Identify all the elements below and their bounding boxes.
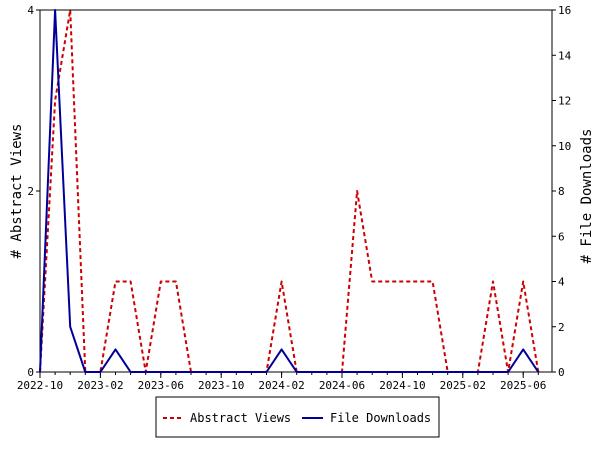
legend-box xyxy=(155,396,440,438)
right-y-axis-title: # File Downloads xyxy=(579,129,595,264)
x-tick-label: 2024-06 xyxy=(319,379,365,392)
series-layer xyxy=(39,9,540,373)
x-tick-label: 2024-02 xyxy=(258,379,304,392)
right-y-axis: 0 2 4 6 8 10 12 14 16 xyxy=(552,4,572,379)
right-y-tick-label: 6 xyxy=(558,230,565,243)
x-axis: 2022-10 2023-02 2023-06 2023-10 2024-02 2024-… xyxy=(17,372,546,392)
right-y-tick-label: 8 xyxy=(558,185,565,198)
legend-label-file-downloads: File Downloads xyxy=(330,411,431,425)
right-y-tick-label: 0 xyxy=(558,366,565,379)
x-tick-label: 2024-10 xyxy=(379,379,425,392)
left-y-tick-label: 0 xyxy=(27,366,34,379)
x-tick-label: 2025-02 xyxy=(440,379,486,392)
left-y-tick-label: 4 xyxy=(27,4,34,17)
x-tick-label: 2022-10 xyxy=(17,379,63,392)
right-y-tick-label: 12 xyxy=(558,95,571,108)
x-tick-label: 2025-06 xyxy=(500,379,546,392)
left-y-axis: 0 2 4 xyxy=(27,4,40,379)
series-line-abstract-views xyxy=(39,9,540,373)
x-tick-label: 2023-06 xyxy=(138,379,184,392)
right-y-tick-label: 16 xyxy=(558,4,571,17)
x-tick-label: 2023-10 xyxy=(198,379,244,392)
right-y-tick-label: 14 xyxy=(558,49,572,62)
legend: Abstract Views File Downloads xyxy=(155,396,440,438)
right-y-tick-label: 10 xyxy=(558,140,571,153)
plot-area xyxy=(39,9,553,373)
legend-label-abstract-views: Abstract Views xyxy=(190,411,291,425)
right-y-tick-label: 2 xyxy=(558,321,565,334)
x-tick-label: 2023-02 xyxy=(77,379,123,392)
right-y-tick-label: 4 xyxy=(558,276,565,289)
series-line-file-downloads xyxy=(39,9,540,373)
left-y-tick-label: 2 xyxy=(27,185,34,198)
left-y-axis-title: # Abstract Views xyxy=(9,124,25,259)
